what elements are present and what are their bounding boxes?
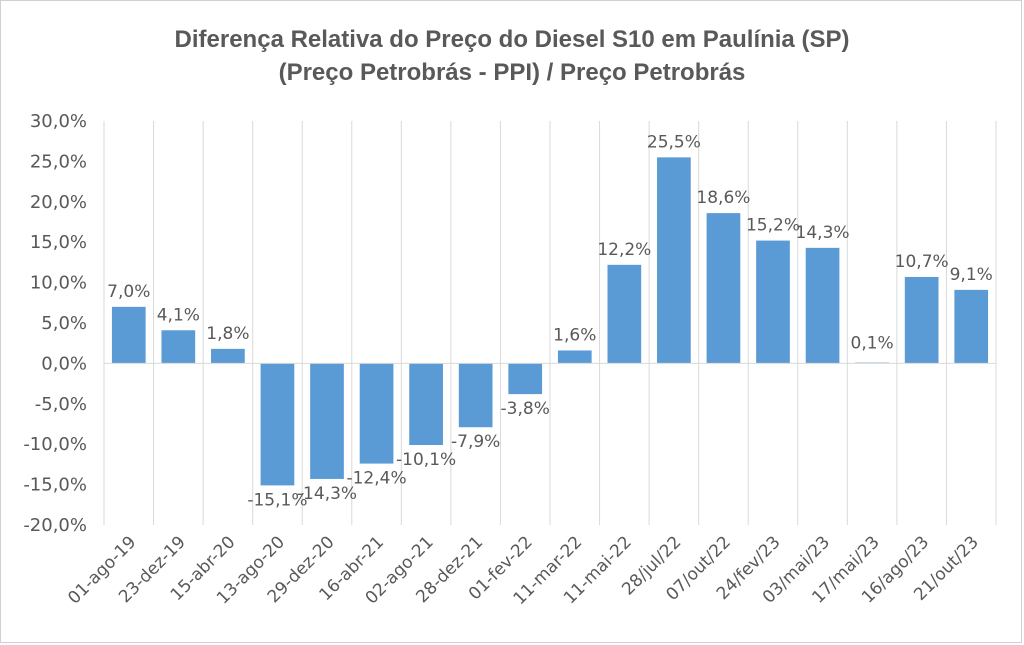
bar [904, 276, 939, 364]
chart-title-block: Diferença Relativa do Preço do Diesel S1… [1, 23, 1023, 89]
bar [211, 348, 245, 364]
bar [508, 363, 543, 395]
bar [706, 213, 741, 364]
data-label: 4,1% [157, 305, 200, 325]
data-label: 10,7% [895, 252, 949, 272]
data-label: 15,2% [746, 216, 800, 236]
bar [409, 363, 443, 446]
data-label: -15,1% [247, 490, 307, 510]
chart-title: Diferença Relativa do Preço do Diesel S1… [174, 26, 850, 53]
data-label: 12,2% [597, 240, 651, 260]
y-tick-label: -10,0% [23, 434, 87, 455]
data-label: 14,3% [796, 223, 850, 243]
bar [260, 363, 295, 486]
data-label: 18,6% [696, 188, 750, 208]
bar [607, 264, 642, 364]
bar [805, 247, 840, 364]
data-label: 1,8% [206, 324, 249, 344]
bar [657, 157, 691, 364]
bar [111, 306, 146, 364]
y-tick-label: 0,0% [41, 353, 87, 374]
bar [161, 330, 196, 364]
data-label: 9,1% [950, 265, 993, 285]
data-label: -14,3% [297, 484, 357, 504]
y-tick-label: 15,0% [30, 232, 87, 253]
data-label: -3,8% [501, 399, 550, 419]
bar [359, 363, 394, 464]
data-label: -12,4% [346, 469, 406, 489]
data-label: -7,9% [451, 432, 500, 452]
bar [756, 240, 790, 364]
bar [310, 363, 344, 479]
bar [954, 289, 989, 364]
y-tick-label: 25,0% [30, 151, 87, 172]
data-label: 25,5% [647, 132, 701, 152]
y-tick-label: -20,0% [23, 515, 87, 536]
chart-subtitle: (Preço Petrobrás - PPI) / Preço Petrobrá… [278, 59, 746, 86]
y-tick-label: -5,0% [35, 394, 87, 415]
data-label: 7,0% [107, 282, 150, 302]
bar [557, 350, 592, 364]
y-tick-label: 5,0% [41, 313, 87, 334]
y-tick-label: 30,0% [30, 111, 87, 132]
bar [458, 363, 493, 428]
data-label: -10,1% [396, 450, 456, 470]
data-label: 0,1% [851, 334, 894, 354]
y-tick-label: -15,0% [23, 475, 87, 496]
y-tick-label: 20,0% [30, 192, 87, 213]
data-label: 1,6% [553, 325, 596, 345]
y-tick-label: 10,0% [30, 273, 87, 294]
